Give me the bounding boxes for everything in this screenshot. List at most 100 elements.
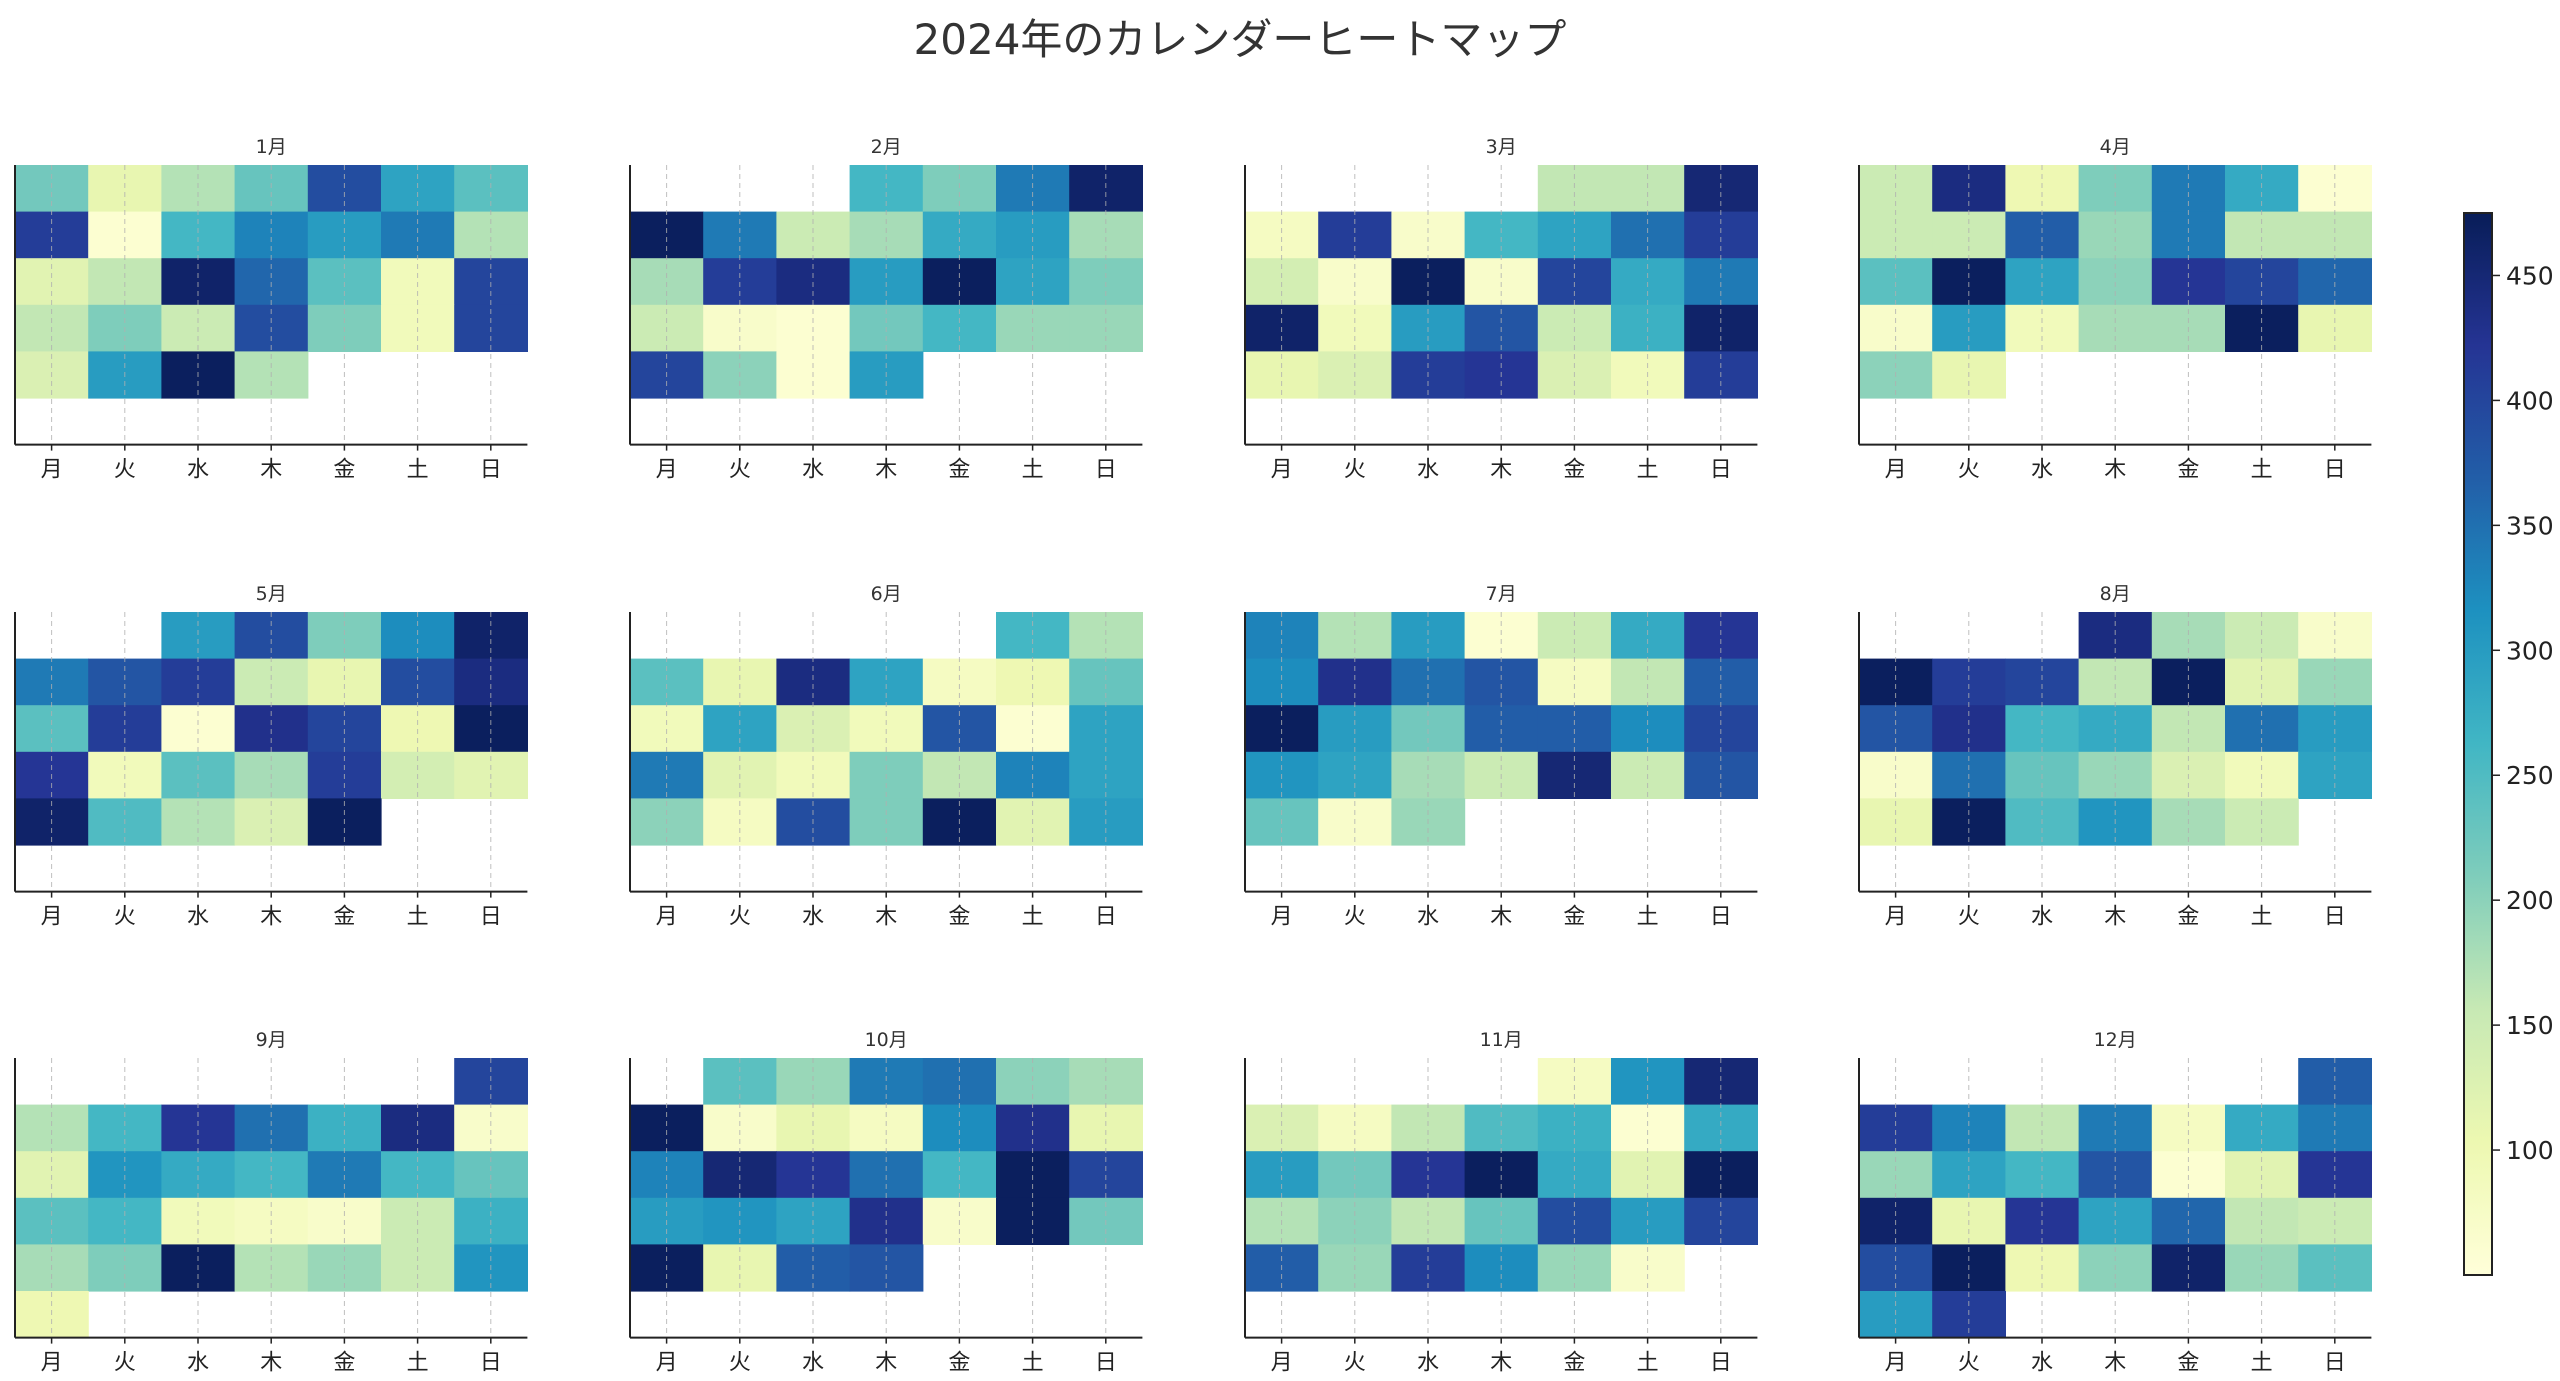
heatmap-cell xyxy=(307,1104,382,1152)
weekday-tick-label: 水 xyxy=(1417,905,1439,930)
weekday-tick-label: 水 xyxy=(2031,1351,2053,1376)
month-panel: 3月月 火 水 木 金 土 日 xyxy=(1244,136,1758,483)
weekday-tick-label: 水 xyxy=(802,905,824,930)
weekday-tick-label: 土 xyxy=(1022,458,1044,483)
weekday-tick-label: 土 xyxy=(2251,905,2273,930)
weekday-tick-label: 日 xyxy=(480,1351,502,1376)
month-title: 11月 xyxy=(1480,1029,1523,1051)
heatmap-cell xyxy=(776,211,851,259)
weekday-tick-label: 日 xyxy=(2324,1351,2346,1376)
weekday-tick-label: 火 xyxy=(729,458,751,483)
weekday-tick-label: 木 xyxy=(260,458,282,483)
weekday-tick-label: 月 xyxy=(1271,458,1293,483)
weekday-tick-label: 月 xyxy=(1885,458,1907,483)
heatmap-cell xyxy=(630,1104,704,1152)
heatmap-cell xyxy=(234,1104,309,1152)
heatmap-cell xyxy=(1391,211,1466,259)
weekday-tick-label: 火 xyxy=(114,458,136,483)
weekday-tick-label: 火 xyxy=(1958,1351,1980,1376)
heatmap-cell xyxy=(234,658,309,706)
weekday-tick-label: 金 xyxy=(2177,1351,2199,1376)
heatmap-cell xyxy=(1611,211,1685,259)
weekday-tick-label: 土 xyxy=(1637,905,1659,930)
weekday-tick-label: 水 xyxy=(187,905,209,930)
heatmap-cell xyxy=(454,658,528,706)
weekday-tick-label: 土 xyxy=(1022,1351,1044,1376)
colorbar-gradient xyxy=(2463,212,2493,1276)
month-panel: 9月月 火 水 木 金 土 日 xyxy=(14,1029,528,1376)
heatmap-cell xyxy=(922,1104,997,1152)
heatmap-cell xyxy=(161,658,236,706)
heatmap-cell xyxy=(2225,658,2299,706)
weekday-tick-label: 月 xyxy=(1271,1351,1293,1376)
weekday-tick-label: 火 xyxy=(1344,1351,1366,1376)
weekday-tick-label: 火 xyxy=(729,1351,751,1376)
weekday-tick-label: 金 xyxy=(333,905,355,930)
weekday-tick-label: 金 xyxy=(948,905,970,930)
colorbar-tick-label: 350 xyxy=(2506,511,2554,540)
colorbar-tick-label: 100 xyxy=(2506,1136,2554,1165)
weekday-tick-label: 水 xyxy=(2031,458,2053,483)
weekday-tick-label: 日 xyxy=(1095,905,1117,930)
weekday-tick-label: 日 xyxy=(1710,905,1732,930)
month-title: 12月 xyxy=(2094,1029,2137,1051)
heatmap-cell xyxy=(776,658,851,706)
month-panel: 7月月 火 水 木 金 土 日 xyxy=(1244,583,1758,930)
heatmap-cell xyxy=(88,658,162,706)
heatmap-cell xyxy=(922,211,997,259)
heatmap-cell xyxy=(161,211,236,259)
heatmap-cell xyxy=(1391,658,1466,706)
heatmap-cell xyxy=(1318,211,1392,259)
heatmap-cell xyxy=(2151,1104,2226,1152)
heatmap-cell xyxy=(703,1104,777,1152)
weekday-tick-label: 水 xyxy=(187,458,209,483)
weekday-tick-label: 金 xyxy=(2177,458,2199,483)
heatmap-cell xyxy=(88,211,162,259)
month-title: 6月 xyxy=(871,583,902,605)
weekday-tick-label: 水 xyxy=(187,1351,209,1376)
heatmap-cell xyxy=(381,658,455,706)
heatmap-cell xyxy=(1859,1104,1933,1152)
heatmap-cell xyxy=(849,1104,924,1152)
heatmap-cell xyxy=(2005,211,2080,259)
heatmap-cell xyxy=(1245,658,1319,706)
heatmap-cell xyxy=(161,1104,236,1152)
heatmap-cell xyxy=(1611,658,1685,706)
weekday-tick-label: 土 xyxy=(1637,1351,1659,1376)
heatmap-cell xyxy=(1069,1104,1143,1152)
heatmap-cell xyxy=(1537,211,1612,259)
weekday-tick-label: 日 xyxy=(1095,1351,1117,1376)
heatmap-cell xyxy=(703,658,777,706)
weekday-tick-label: 金 xyxy=(1563,905,1585,930)
weekday-tick-label: 日 xyxy=(1710,1351,1732,1376)
weekday-tick-label: 木 xyxy=(260,905,282,930)
heatmap-cell xyxy=(1069,658,1143,706)
weekday-tick-label: 日 xyxy=(2324,905,2346,930)
heatmap-cell xyxy=(1245,211,1319,259)
weekday-tick-label: 月 xyxy=(656,1351,678,1376)
heatmap-cell xyxy=(1245,1104,1319,1152)
heatmap-cell xyxy=(776,1104,851,1152)
weekday-tick-label: 金 xyxy=(2177,905,2199,930)
colorbar-tick-label: 150 xyxy=(2506,1011,2554,1040)
weekday-tick-label: 火 xyxy=(114,905,136,930)
heatmap-cell xyxy=(2005,658,2080,706)
heatmap-cell xyxy=(1684,1104,1758,1152)
month-title: 8月 xyxy=(2100,583,2131,605)
weekday-tick-label: 金 xyxy=(333,1351,355,1376)
heatmap-cell xyxy=(2298,1104,2372,1152)
weekday-tick-label: 火 xyxy=(1344,458,1366,483)
month-title: 2月 xyxy=(871,136,902,158)
heatmap-cell xyxy=(2151,658,2226,706)
heatmap-cell xyxy=(703,211,777,259)
weekday-tick-label: 木 xyxy=(1490,905,1512,930)
heatmap-cell xyxy=(1684,211,1758,259)
heatmap-cell xyxy=(2005,1104,2080,1152)
heatmap-cell xyxy=(1537,658,1612,706)
heatmap-cell xyxy=(2225,211,2299,259)
colorbar-tick-label: 450 xyxy=(2506,261,2554,290)
weekday-tick-label: 火 xyxy=(729,905,751,930)
